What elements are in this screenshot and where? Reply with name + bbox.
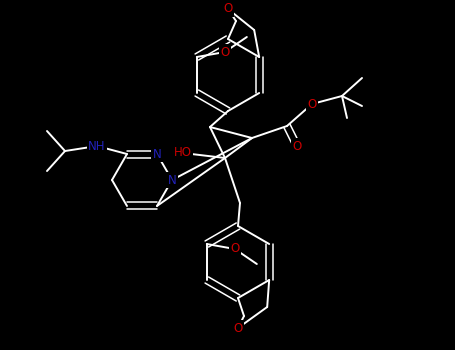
Text: O: O [308,98,317,111]
Text: O: O [220,46,229,58]
Text: O: O [293,140,302,153]
Text: O: O [233,322,243,335]
Text: O: O [230,243,239,256]
Text: HO: HO [174,147,192,160]
Text: N: N [167,174,177,187]
Text: NH: NH [88,140,106,153]
Text: N: N [152,147,162,161]
Text: O: O [223,2,233,15]
